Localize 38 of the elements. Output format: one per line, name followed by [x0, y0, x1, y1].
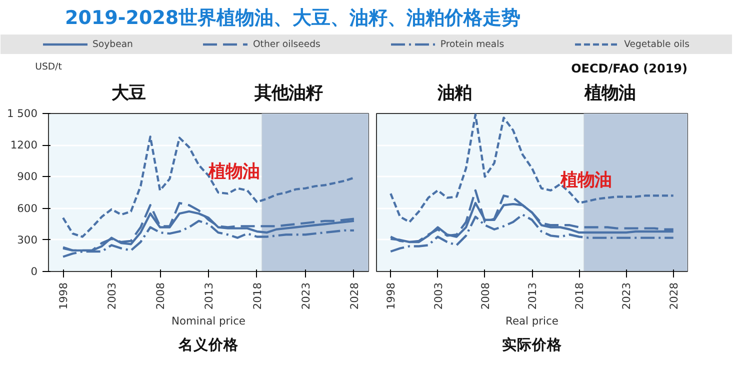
x-tick-label: 2013 — [202, 282, 216, 310]
x-tick-label: 2003 — [106, 282, 119, 310]
chart-title: 2019-2028世界植物油、大豆、油籽、油粕价格走势 — [65, 7, 521, 29]
x-tick-label: 2003 — [432, 282, 445, 310]
x-tick-label: 2018 — [250, 282, 264, 310]
x-tick-label: 2023 — [620, 282, 634, 310]
y-tick-label: 600 — [17, 202, 38, 215]
annotation: 植物油 — [559, 170, 612, 191]
text: 油粕 — [436, 84, 472, 104]
text: 大豆 — [112, 84, 146, 104]
x-tick-label: 2008 — [154, 282, 168, 310]
legend-label: Soybean — [92, 38, 133, 50]
x-tick-label: 2018 — [573, 282, 586, 310]
x-tick-label: 2028 — [348, 282, 361, 310]
y-tick-label: 900 — [17, 170, 38, 184]
legend-label: Other oilseeds — [252, 38, 320, 50]
x-tick-label: 2008 — [478, 282, 492, 310]
y-tick-label: 1 500 — [6, 107, 38, 120]
text: 植物油 — [583, 84, 636, 104]
text: 其他油籽 — [254, 84, 322, 104]
x-tick-label: 1998 — [384, 282, 398, 310]
legend-label: Protein meals — [440, 38, 504, 50]
y-axis-title: USD/t — [35, 62, 62, 72]
legend-label: Vegetable oils — [624, 38, 690, 50]
x-axis-title: Real price — [506, 314, 558, 328]
y-tick-label: 300 — [17, 233, 38, 246]
x-axis-title: Nominal price — [172, 314, 246, 328]
text: 名义价格 — [178, 336, 240, 354]
line-series — [62, 136, 356, 238]
x-tick-label: 1998 — [57, 282, 70, 310]
text: OECD/FAO (2019) — [571, 62, 688, 76]
x-tick-label: 2028 — [667, 282, 680, 310]
y-tick-label: 1200 — [10, 138, 38, 152]
y-tick-label: 0 — [30, 265, 38, 278]
annotation: 植物油 — [208, 162, 260, 182]
x-tick-label: 2013 — [526, 282, 539, 310]
text: 实际价格 — [502, 336, 563, 354]
x-tick-label: 2023 — [299, 282, 312, 310]
